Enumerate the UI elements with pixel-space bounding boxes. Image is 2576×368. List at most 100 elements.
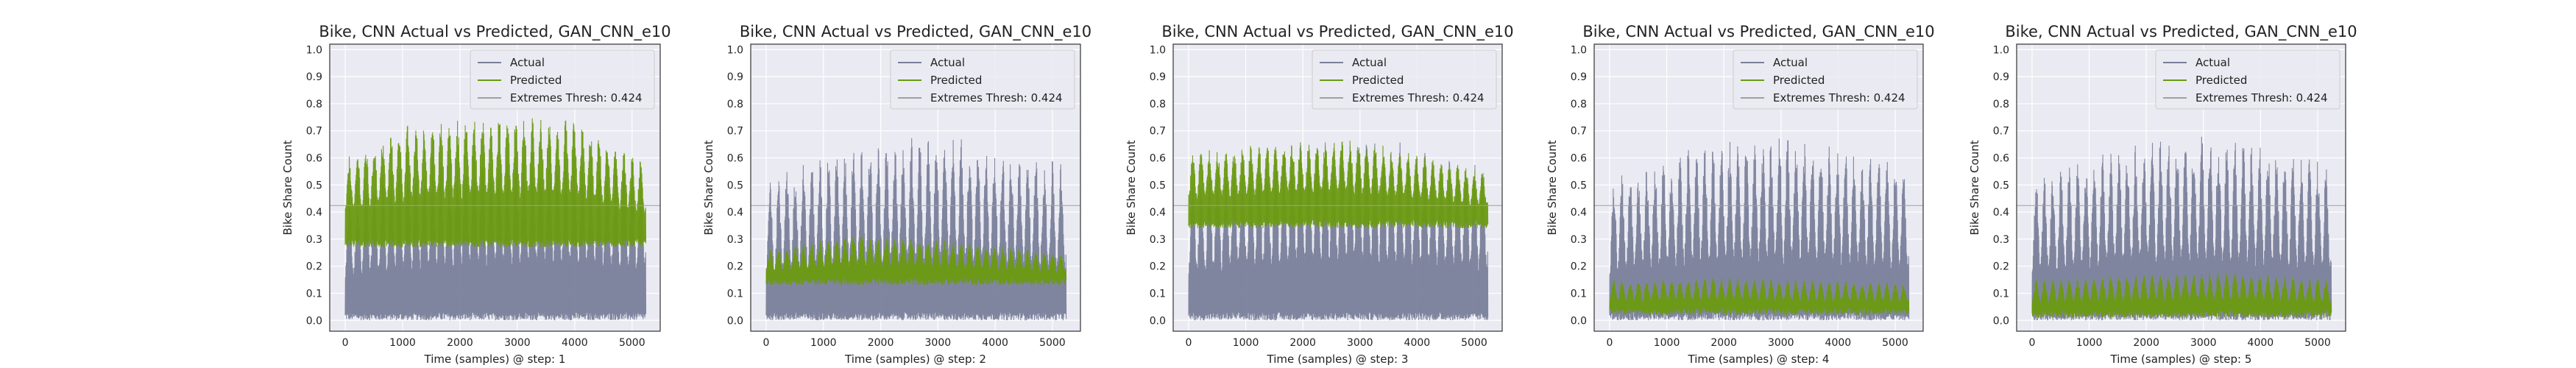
- y-tick-label: 0.5: [1150, 180, 1166, 191]
- legend-entry: Actual: [510, 56, 545, 69]
- x-tick-label: 3000: [1347, 337, 1373, 349]
- legend-entry: Predicted: [930, 74, 982, 87]
- y-tick-label: 0.5: [306, 180, 322, 191]
- y-tick-label: 0.3: [1571, 234, 1587, 246]
- y-tick-label: 0.0: [1993, 315, 2009, 327]
- legend-box: [1312, 49, 1497, 110]
- y-tick-label: 0.5: [1571, 180, 1587, 191]
- x-tick-label: 5000: [619, 337, 645, 349]
- y-tick-label: 1.0: [306, 44, 322, 56]
- x-tick-label: 2000: [868, 337, 894, 349]
- y-tick-label: 0.7: [1571, 126, 1587, 138]
- y-axis-label: Bike Share Count: [702, 140, 715, 235]
- legend-entry: Actual: [930, 56, 965, 69]
- chart-title: Bike, CNN Actual vs Predicted, GAN_CNN_e…: [740, 23, 1091, 41]
- y-tick-label: 0.4: [1571, 207, 1587, 219]
- axes-frame: [329, 43, 661, 332]
- y-tick-label: 0.1: [727, 288, 743, 300]
- x-tick-label: 4000: [562, 337, 588, 349]
- y-axis-label: Bike Share Count: [1546, 140, 1559, 235]
- y-tick-label: 0.0: [1571, 315, 1587, 327]
- y-tick-label: 0.8: [727, 99, 743, 110]
- legend-entry: Extremes Thresh: 0.424: [930, 91, 1063, 105]
- legend: Actual Predicted Extremes Thresh: 0.424: [1733, 49, 1918, 110]
- x-tick-label: 2000: [1289, 337, 1316, 349]
- y-tick-label: 0.6: [1150, 153, 1166, 165]
- y-tick-label: 1.0: [1150, 44, 1166, 56]
- y-tick-label: 1.0: [727, 44, 743, 56]
- legend: Actual Predicted Extremes Thresh: 0.424: [890, 49, 1075, 110]
- x-tick-label: 1000: [2076, 337, 2103, 349]
- x-tick-label: 0: [763, 337, 770, 349]
- actual-series-line: [344, 150, 647, 321]
- chart-panel-2: 0.0 0.1 0.2 0.3 0.4 0.5 0.6 0.7 0.8 0.9 1.0 0 1000 20…: [702, 23, 1091, 366]
- x-tick-label: 5000: [1882, 337, 1908, 349]
- y-tick-label: 0.9: [306, 71, 322, 83]
- y-axis-label: Bike Share Count: [1968, 140, 1981, 235]
- x-tick-label: 0: [342, 337, 349, 349]
- x-tick-label: 3000: [925, 337, 952, 349]
- predicted-series-line: [765, 236, 1067, 286]
- actual-series-line: [2031, 136, 2332, 321]
- y-tick-label: 0.4: [1150, 207, 1166, 219]
- y-tick-label: 0.2: [1571, 261, 1587, 273]
- legend: Actual Predicted Extremes Thresh: 0.424: [1312, 49, 1497, 110]
- x-axis-label: Time (samples) @ step: 5: [2110, 353, 2252, 366]
- actual-series-line: [1188, 142, 1489, 321]
- y-tick-label: 0.2: [727, 261, 743, 273]
- y-axis-label: Bike Share Count: [1125, 140, 1138, 235]
- chart-panel-1: 0.0 0.1 0.2 0.3 0.4 0.5 0.6 0.7 0.8 0.9 1.0 0 1000 20…: [281, 23, 671, 366]
- legend-entry: Predicted: [1352, 74, 1404, 87]
- y-tick-label: 0.9: [1993, 71, 2009, 83]
- x-tick-label: 3000: [2190, 337, 2217, 349]
- legend-entry: Extremes Thresh: 0.424: [510, 91, 643, 105]
- y-axis-label: Bike Share Count: [281, 140, 294, 235]
- y-tick-label: 0.5: [727, 180, 743, 191]
- y-tick-label: 1.0: [1571, 44, 1587, 56]
- x-tick-label: 5000: [2304, 337, 2331, 349]
- legend-entry: Actual: [1352, 56, 1387, 69]
- x-tick-label: 5000: [1461, 337, 1487, 349]
- x-tick-label: 4000: [982, 337, 1008, 349]
- x-axis-label: Time (samples) @ step: 3: [1267, 353, 1409, 366]
- chart-panel-3: 0.0 0.1 0.2 0.3 0.4 0.5 0.6 0.7 0.8 0.9 1.0 0 1000 20…: [1125, 23, 1514, 366]
- legend-entry: Actual: [2195, 56, 2230, 69]
- legend-entry: Actual: [1773, 56, 1808, 69]
- x-tick-label: 2000: [447, 337, 473, 349]
- x-tick-label: 5000: [1039, 337, 1066, 349]
- y-tick-label: 0.0: [306, 315, 322, 327]
- y-tick-label: 0.2: [1993, 261, 2009, 273]
- legend-entry: Predicted: [1773, 74, 1825, 87]
- x-tick-label: 1000: [1233, 337, 1259, 349]
- x-tick-label: 1000: [389, 337, 416, 349]
- x-tick-label: 4000: [2248, 337, 2274, 349]
- y-tick-label: 0.2: [306, 261, 322, 273]
- y-tick-label: 0.8: [306, 99, 322, 110]
- axes-frame: [1593, 43, 1924, 332]
- y-tick-label: 0.1: [1993, 288, 2009, 300]
- x-tick-label: 2000: [2133, 337, 2159, 349]
- y-tick-label: 0.9: [1150, 71, 1166, 83]
- y-tick-label: 0.8: [1993, 99, 2009, 110]
- x-tick-label: 3000: [504, 337, 531, 349]
- y-tick-label: 0.6: [306, 153, 322, 165]
- x-axis-label: Time (samples) @ step: 1: [424, 353, 566, 366]
- y-tick-label: 0.1: [306, 288, 322, 300]
- legend-entry: Predicted: [2195, 74, 2247, 87]
- legend-entry: Predicted: [510, 74, 562, 87]
- y-tick-label: 0.3: [1150, 234, 1166, 246]
- predicted-series-line: [344, 118, 647, 247]
- y-tick-label: 0.6: [1993, 153, 2009, 165]
- legend-entry: Extremes Thresh: 0.424: [1352, 91, 1485, 105]
- legend: Actual Predicted Extremes Thresh: 0.424: [470, 49, 655, 110]
- y-tick-label: 0.7: [306, 126, 322, 138]
- x-tick-label: 0: [2028, 337, 2035, 349]
- legend-entry: Extremes Thresh: 0.424: [2195, 91, 2328, 105]
- axes-frame: [750, 43, 1081, 332]
- x-tick-label: 0: [1185, 337, 1192, 349]
- y-tick-label: 0.0: [1150, 315, 1166, 327]
- legend-entry: Extremes Thresh: 0.424: [1773, 91, 1906, 105]
- y-tick-label: 0.0: [727, 315, 743, 327]
- y-tick-label: 0.4: [306, 207, 322, 219]
- axes-frame: [2016, 43, 2346, 332]
